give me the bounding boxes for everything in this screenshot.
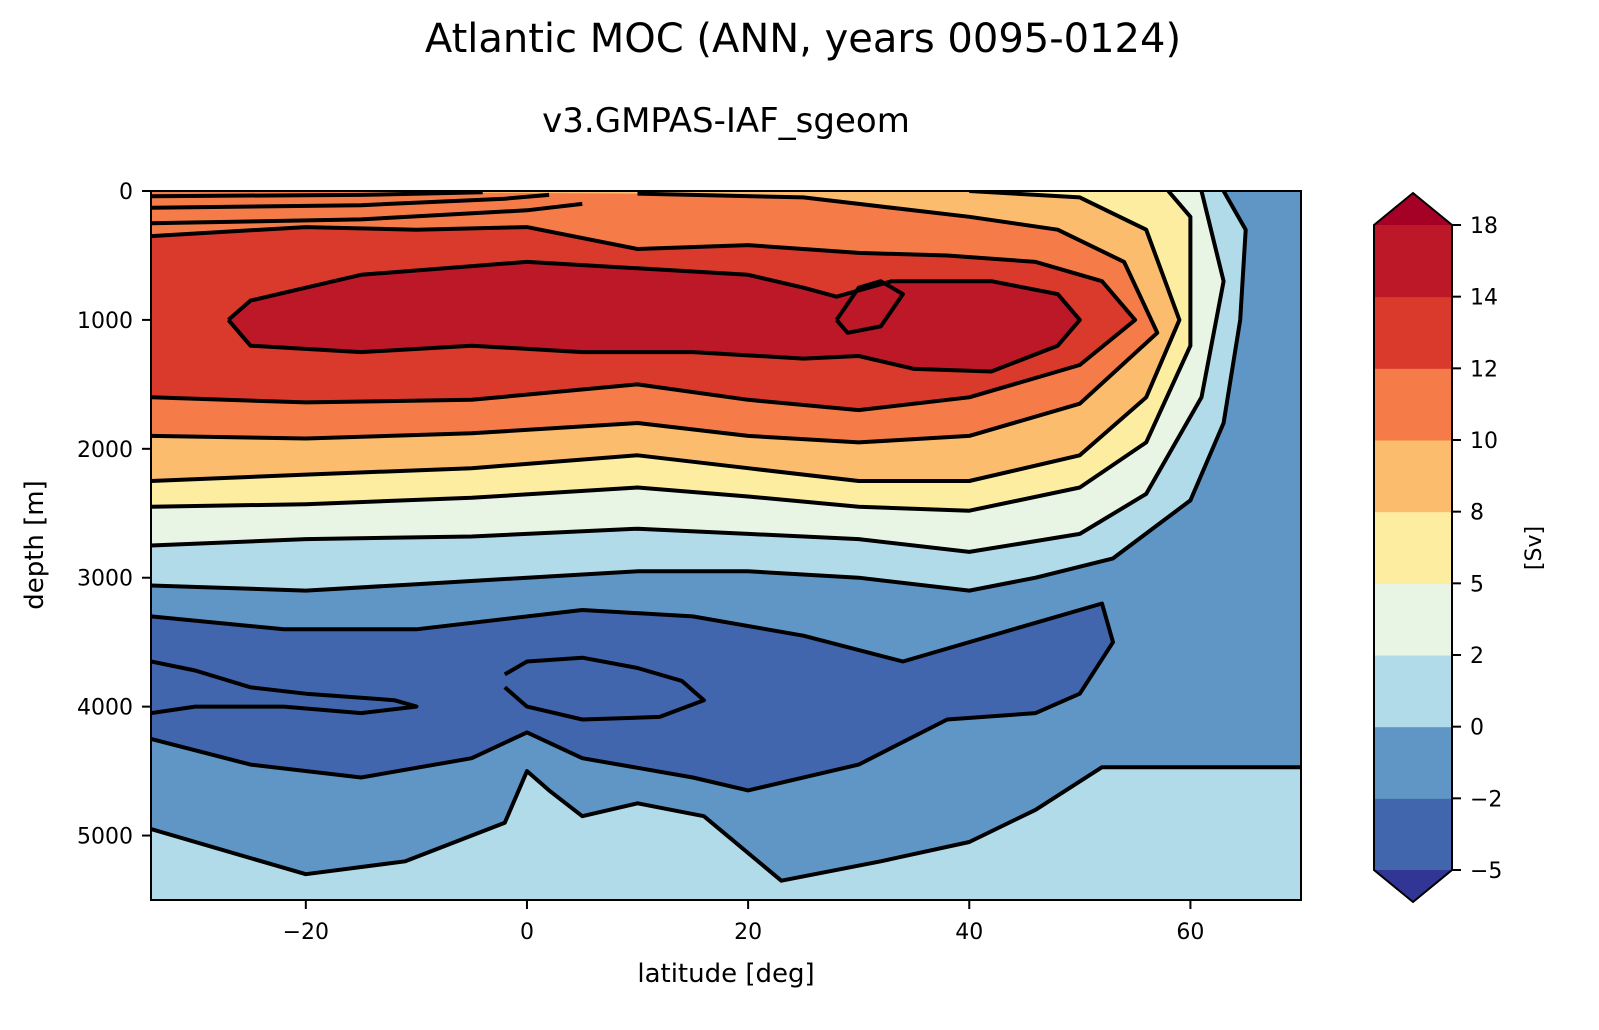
colorbar-tick-label: 8 bbox=[1470, 501, 1484, 526]
y-tick-label: 2000 bbox=[77, 438, 133, 463]
y-axis-label: depth [m] bbox=[20, 480, 50, 610]
colorbar-tick-label: 5 bbox=[1470, 572, 1484, 597]
contour-band-2 bbox=[151, 603, 1113, 791]
y-axis: 0 1000 2000 3000 4000 5000 bbox=[77, 180, 151, 850]
colorbar-segment bbox=[1374, 440, 1452, 513]
colorbar-tick-label: 18 bbox=[1470, 214, 1498, 239]
contour-line-5 bbox=[151, 191, 1226, 554]
colorbar-over-extension bbox=[1374, 193, 1452, 225]
chart-subtitle: v3.GMPAS-IAF_sgeom bbox=[542, 101, 910, 141]
x-tick-label: 0 bbox=[520, 920, 534, 945]
y-tick-label: 4000 bbox=[77, 696, 133, 721]
colorbar-tick-label: 10 bbox=[1470, 429, 1498, 454]
y-tick-label: 5000 bbox=[77, 825, 133, 850]
colorbar-segment bbox=[1374, 368, 1452, 441]
contour-line-4 bbox=[151, 191, 1248, 593]
colorbar-segment bbox=[1374, 296, 1452, 369]
x-axis: −20 0 20 40 60 bbox=[283, 900, 1204, 945]
colorbar-tick-label: −2 bbox=[1470, 787, 1502, 812]
contour-line-6 bbox=[151, 191, 1193, 513]
colorbar-tick-label: 2 bbox=[1470, 644, 1484, 669]
chart-title: Atlantic MOC (ANN, years 0095-0124) bbox=[425, 16, 1181, 62]
colorbar-under-extension bbox=[1374, 870, 1452, 902]
plot-frame bbox=[150, 190, 1302, 901]
contour-line-12 bbox=[151, 201, 583, 226]
contour-line-0 bbox=[151, 765, 1301, 883]
colorbar-label: [Sv] bbox=[1522, 526, 1547, 570]
x-tick-label: −20 bbox=[283, 920, 329, 945]
y-tick-label: 3000 bbox=[77, 567, 133, 592]
colorbar-tick-label: −5 bbox=[1470, 859, 1502, 884]
contour-line-10 bbox=[226, 259, 1082, 374]
y-tick-label: 0 bbox=[119, 180, 133, 205]
contour-line-8 bbox=[151, 191, 1160, 445]
y-tick-label: 1000 bbox=[77, 309, 133, 334]
x-tick-label: 60 bbox=[1176, 920, 1204, 945]
contour-line-layer bbox=[151, 191, 1301, 883]
contour-line-13 bbox=[151, 192, 550, 210]
contour-line-14 bbox=[151, 191, 483, 199]
colorbar-segment bbox=[1374, 511, 1452, 584]
colorbar-tick-label: 12 bbox=[1470, 357, 1498, 382]
colorbar-segment bbox=[1374, 655, 1452, 728]
contour-line-2 bbox=[151, 659, 419, 716]
colorbar-tick-label: 0 bbox=[1470, 716, 1484, 741]
contour-line-9 bbox=[151, 225, 1138, 413]
colorbar-segment bbox=[1374, 726, 1452, 799]
x-tick-label: 40 bbox=[955, 920, 983, 945]
contour-line-1 bbox=[151, 601, 1115, 793]
colorbar-segment bbox=[1374, 583, 1452, 656]
contour-line-3 bbox=[503, 655, 706, 722]
colorbar: −5 −2 0 2 5 8 10 12 14 18 bbox=[1373, 191, 1502, 904]
contour-line-11 bbox=[834, 279, 905, 335]
x-axis-label: latitude [deg] bbox=[637, 959, 814, 989]
x-tick-label: 20 bbox=[734, 920, 762, 945]
contour-line-7 bbox=[151, 191, 1182, 483]
colorbar-tick-label: 14 bbox=[1470, 286, 1498, 311]
colorbar-segment bbox=[1374, 225, 1452, 298]
colorbar-segment bbox=[1374, 798, 1452, 871]
